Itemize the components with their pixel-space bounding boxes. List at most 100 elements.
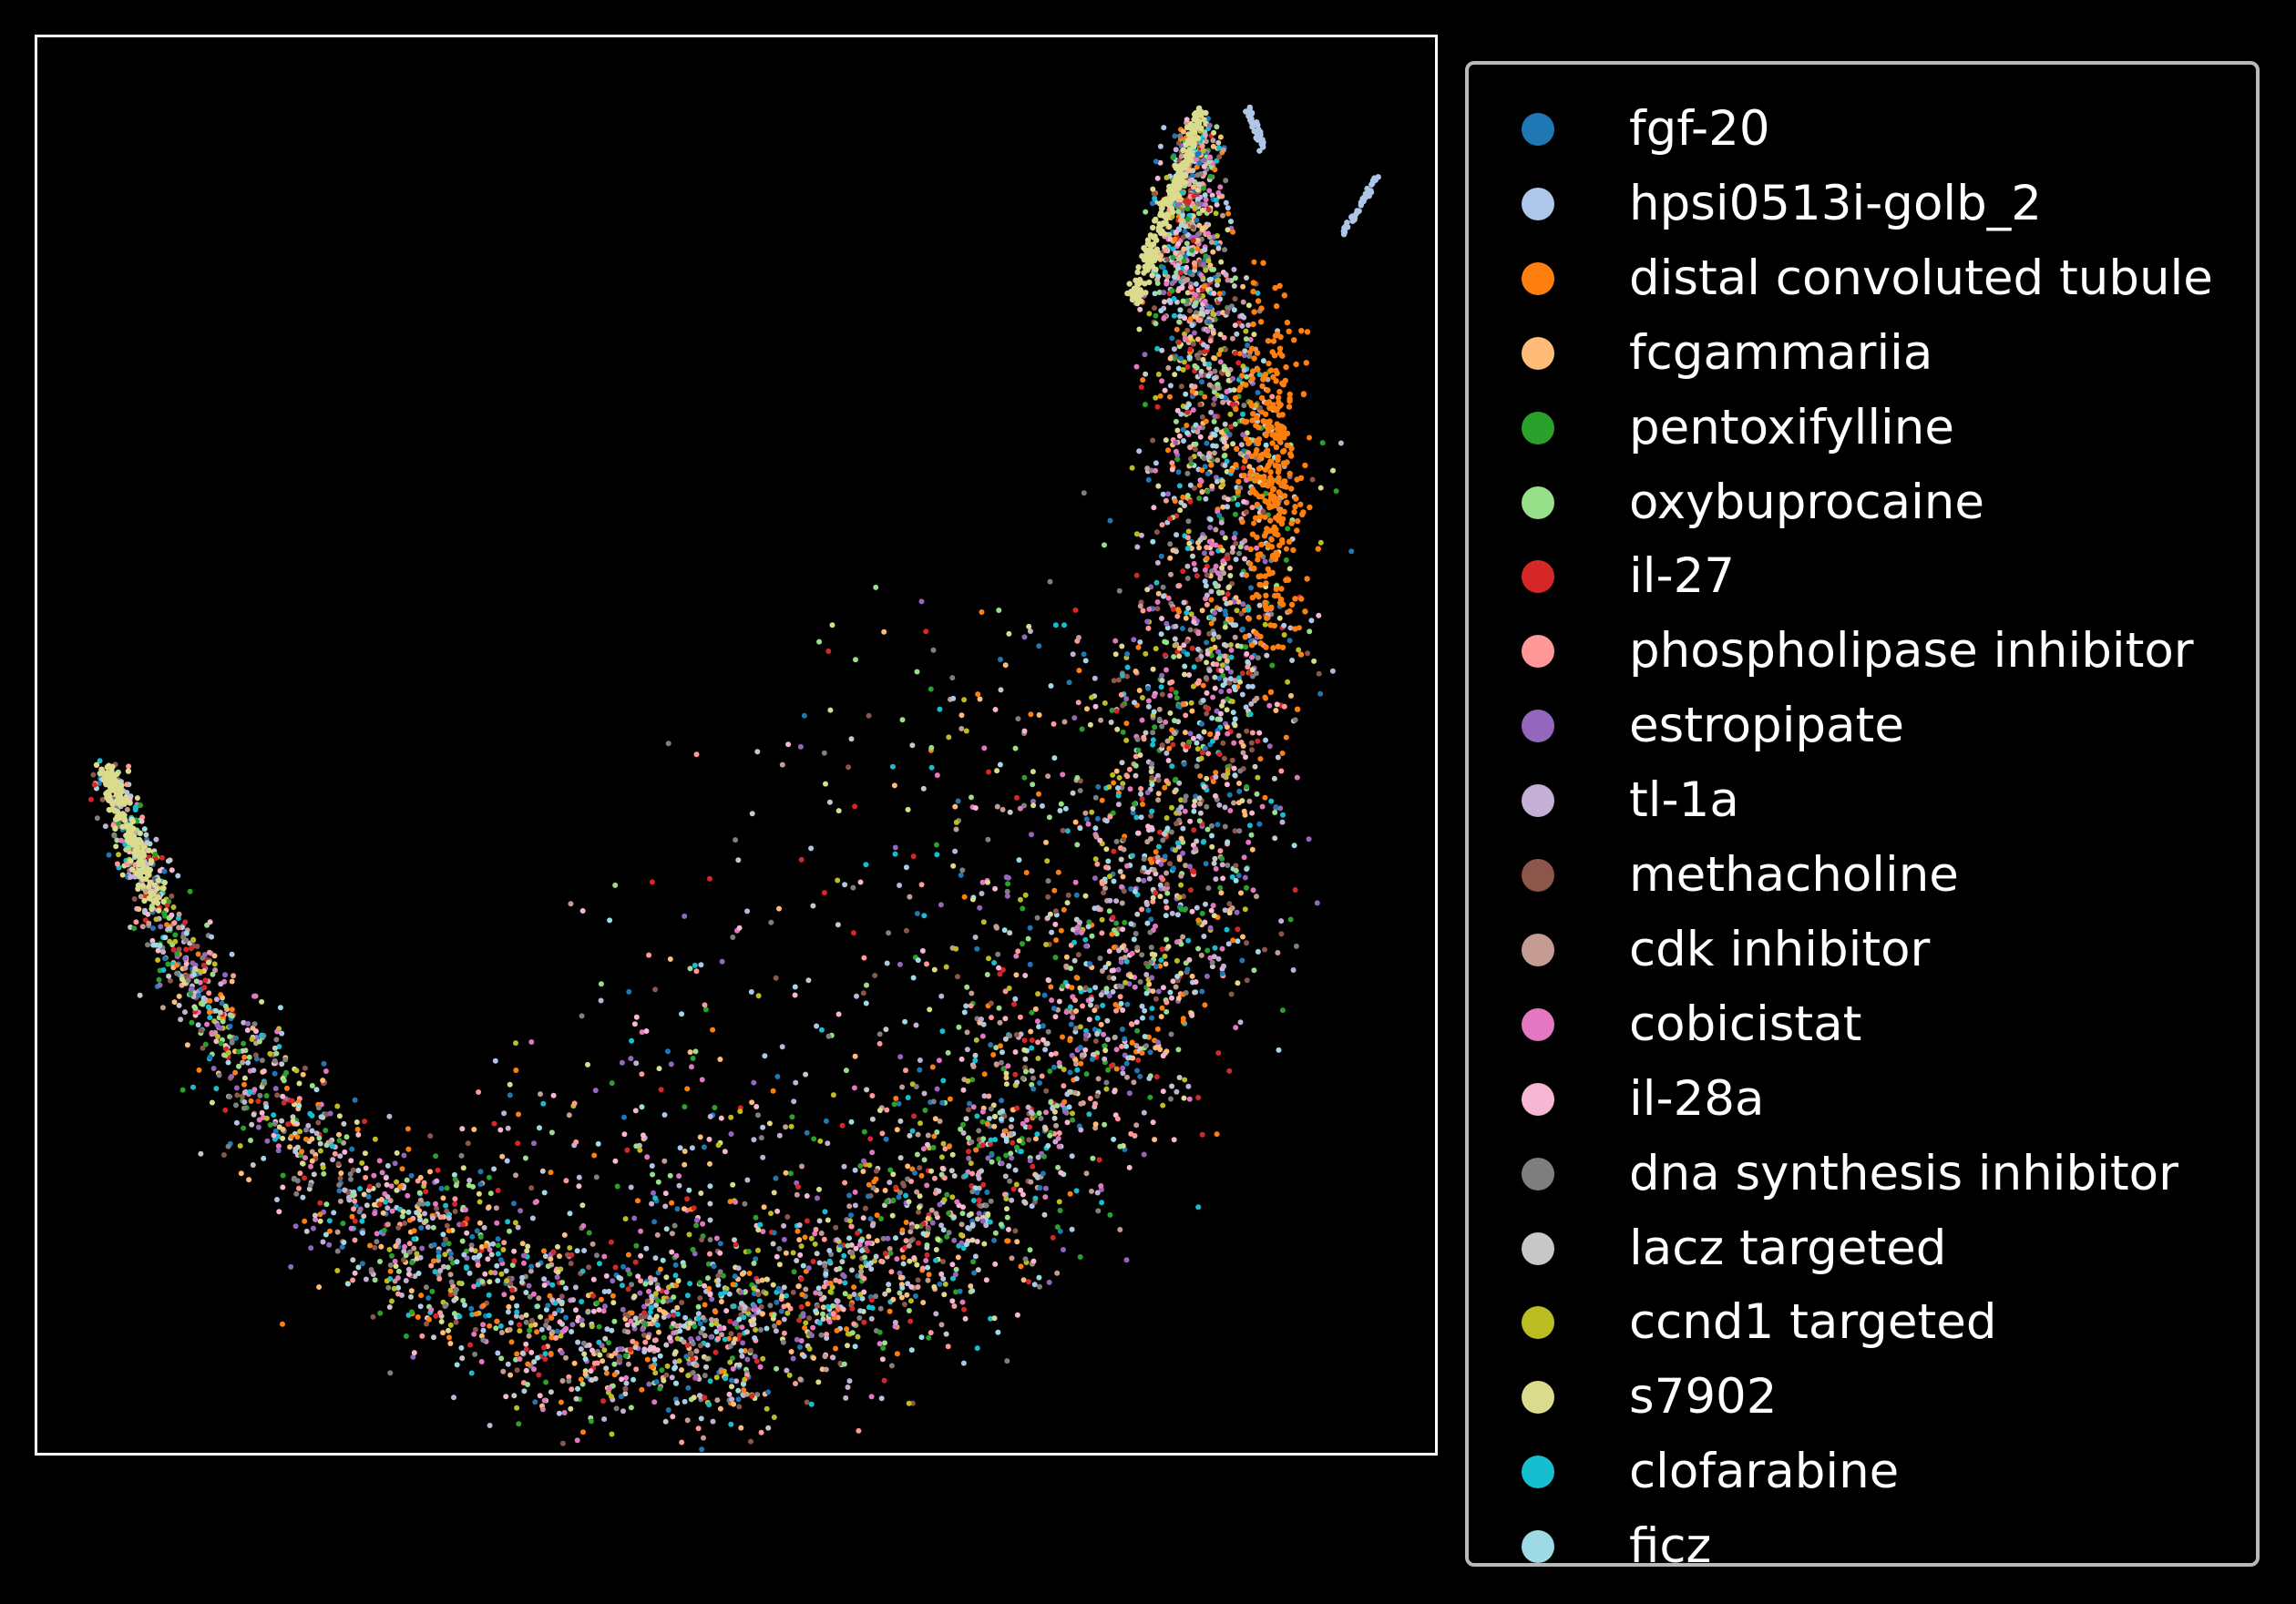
scatter-point [538, 1326, 545, 1333]
scatter-point [1174, 695, 1180, 701]
scatter-point [1165, 491, 1172, 497]
scatter-point [1245, 342, 1250, 348]
scatter-point [1176, 894, 1183, 901]
scatter-point [257, 1092, 263, 1098]
scatter-point [1194, 763, 1200, 770]
scatter-point [1102, 1121, 1108, 1128]
scatter-point [1130, 805, 1136, 812]
scatter-point [1169, 335, 1175, 342]
scatter-point [1196, 545, 1203, 551]
scatter-point [468, 1370, 475, 1376]
scatter-point [1127, 786, 1133, 792]
scatter-point [943, 964, 949, 970]
scatter-point [579, 1299, 585, 1304]
scatter-point [1214, 583, 1220, 589]
scatter-point [1126, 1164, 1133, 1170]
scatter-point [1249, 730, 1256, 736]
scatter-point [272, 1086, 279, 1092]
scatter-point [1052, 908, 1059, 914]
scatter-point [609, 1353, 615, 1359]
scatter-point [1177, 307, 1184, 313]
scatter-point [1234, 608, 1240, 614]
scatter-point [1211, 291, 1217, 297]
scatter-point [1143, 650, 1149, 657]
scatter-point [220, 1152, 227, 1158]
scatter-point [1073, 1188, 1080, 1194]
scatter-point [1229, 549, 1235, 556]
scatter-point [280, 1093, 286, 1099]
scatter-point [1175, 339, 1182, 345]
scatter-point [1035, 991, 1041, 997]
scatter-point [1241, 808, 1247, 814]
scatter-point [1233, 867, 1239, 874]
scatter-point [1146, 311, 1153, 317]
scatter-point [363, 1276, 369, 1282]
scatter-point [1169, 804, 1174, 811]
scatter-point [213, 996, 220, 1003]
scatter-point [1205, 373, 1212, 379]
scatter-point [237, 1143, 243, 1149]
scatter-point [200, 1045, 206, 1051]
scatter-point [1061, 1067, 1067, 1073]
scatter-point [860, 1215, 866, 1221]
scatter-point [1045, 1028, 1051, 1035]
scatter-point [1243, 704, 1249, 710]
scatter-point [1035, 1154, 1041, 1160]
scatter-point [953, 1266, 959, 1272]
scatter-point [1078, 1127, 1084, 1133]
scatter-point [1116, 677, 1122, 683]
scatter-point [1213, 792, 1218, 799]
scatter-point [984, 1190, 990, 1195]
scatter-point [675, 1311, 681, 1317]
scatter-point [1152, 1137, 1158, 1143]
scatter-point [842, 1280, 848, 1286]
scatter-point [393, 1263, 399, 1270]
scatter-point [833, 1345, 838, 1352]
scatter-point [229, 1037, 235, 1044]
scatter-point [1269, 662, 1276, 669]
scatter-point [411, 1350, 417, 1356]
scatter-point [1060, 1034, 1065, 1040]
scatter-point [384, 1278, 390, 1284]
scatter-point [170, 904, 177, 910]
scatter-point [1225, 863, 1231, 868]
scatter-point [288, 1263, 294, 1270]
scatter-point [218, 1040, 224, 1047]
scatter-point [1180, 128, 1186, 135]
scatter-point [227, 1023, 233, 1029]
scatter-point [1157, 882, 1163, 888]
scatter-point [1157, 143, 1163, 149]
scatter-point [1073, 1076, 1080, 1082]
scatter-point [1228, 991, 1235, 997]
scatter-point [1216, 154, 1223, 160]
scatter-point [738, 1348, 744, 1354]
scatter-point [790, 1355, 796, 1362]
scatter-point [1200, 207, 1205, 213]
scatter-point [1101, 890, 1107, 895]
scatter-point [805, 1301, 811, 1307]
scatter-point [925, 1141, 930, 1148]
scatter-point [1022, 973, 1029, 978]
scatter-point [882, 1340, 887, 1346]
scatter-point [757, 1364, 764, 1370]
scatter-point [1207, 925, 1214, 931]
scatter-point [359, 1160, 365, 1166]
scatter-point [182, 919, 189, 925]
scatter-point [206, 949, 212, 955]
scatter-point [660, 1257, 666, 1263]
scatter-point [824, 1332, 830, 1337]
scatter-point [919, 1265, 926, 1272]
scatter-point [361, 1191, 367, 1198]
scatter-point [247, 1088, 253, 1095]
scatter-point [1041, 1153, 1047, 1160]
scatter-point [124, 782, 130, 788]
scatter-point [806, 1345, 813, 1352]
scatter-point [501, 1292, 507, 1298]
scatter-point [1136, 326, 1143, 332]
scatter-point [1175, 996, 1182, 1001]
scatter-point [764, 1276, 770, 1282]
scatter-point [1180, 1018, 1186, 1025]
scatter-point [519, 1350, 526, 1356]
scatter-point [742, 1348, 748, 1354]
scatter-point [1204, 650, 1211, 657]
